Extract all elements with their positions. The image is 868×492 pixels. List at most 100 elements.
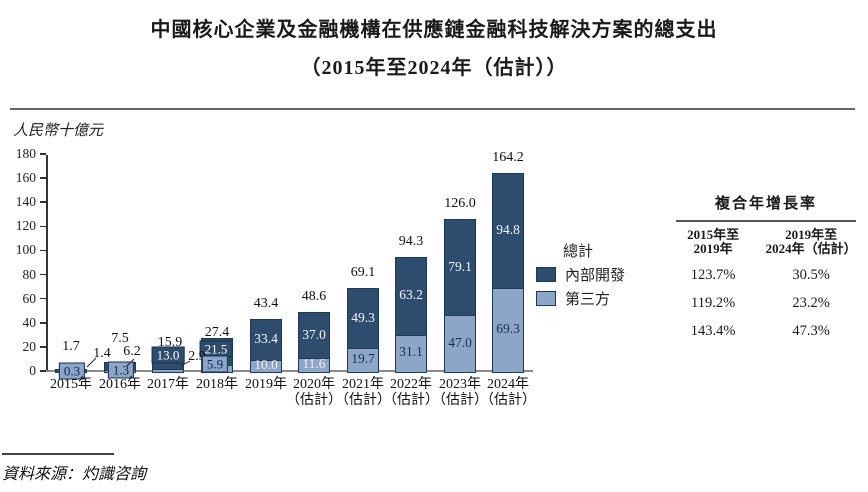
bar-segment-third-party — [395, 333, 427, 373]
x-axis-year: 2017年 — [147, 377, 189, 392]
cagr-table-body: 123.7% 30.5% 119.2% 23.2% 143.4% 47.3% — [668, 267, 864, 340]
bar-segment-internal — [250, 318, 282, 361]
internal-value-label: 37.0 — [302, 326, 326, 342]
source-rule — [2, 453, 114, 455]
source-note: 資料來源：灼識咨詢 — [2, 466, 147, 483]
internal-value-label: 63.2 — [399, 287, 423, 303]
x-axis-category-label: 2020年 （估計） — [272, 377, 356, 409]
x-axis-category-label: 2018年 — [175, 377, 259, 393]
chart-subtitle: （2015年至2024年（估計）） — [300, 57, 568, 79]
cagr-header-col2: 2019年至 2024年（估計） — [758, 228, 864, 256]
cagr-table: 複合年增長率 2015年至 2019年 2019年至 2024年（估計） 123… — [668, 192, 864, 340]
x-axis-year: 2021年 — [342, 377, 384, 392]
bar-segment-third-party — [444, 314, 476, 373]
third-party-value-label-box: 0.3 — [58, 362, 86, 380]
x-axis-category-label: 2022年 （估計） — [369, 377, 453, 409]
y-tick-mark — [40, 201, 46, 203]
cagr-table-title: 複合年增長率 — [714, 196, 817, 212]
legend-label-total: 總計 — [563, 243, 594, 260]
x-axis-year: 2020年 — [293, 377, 335, 392]
bar-segment-third-party — [492, 287, 524, 373]
x-axis-estimate-note: （估計） — [383, 393, 439, 408]
chart-title: 中國核心企業及金融機構在供應鏈金融科技解決方案的總支出 — [150, 19, 718, 41]
y-tick-label: 120 — [15, 218, 36, 234]
y-tick-label: 80 — [22, 266, 37, 282]
total-value-label: 7.5 — [111, 331, 129, 346]
y-tick-mark — [40, 273, 46, 276]
cagr-table-row: 143.4% 47.3% — [668, 323, 864, 340]
third-party-value-label: 69.3 — [496, 321, 520, 337]
y-tick-mark — [40, 297, 46, 300]
internal-value-label: 1.4 — [93, 346, 111, 361]
x-axis-year: 2022年 — [390, 377, 432, 392]
cagr-value-2015-2019: 143.4% — [690, 323, 736, 339]
third-party-value-label: 10.0 — [254, 356, 278, 372]
cagr-value-2019-2024: 47.3% — [792, 323, 830, 339]
legend: 總計 內部開發 第三方 — [536, 238, 625, 310]
bar-segment-internal — [395, 257, 427, 336]
legend-swatch-third-party — [536, 290, 556, 306]
cagr-header-col1-line2: 2019年 — [693, 241, 733, 256]
x-axis-year: 2019年 — [245, 377, 287, 392]
total-value-label: 43.4 — [253, 295, 279, 311]
cagr-table-rule — [676, 220, 856, 222]
total-value-label: 94.3 — [398, 234, 424, 250]
x-axis-category-label: 2023年 （估計） — [418, 377, 502, 409]
x-axis-category-label: 2017年 — [126, 377, 210, 393]
third-party-value-label: 31.1 — [399, 344, 423, 360]
cagr-value-2019-2024: 30.5% — [792, 267, 830, 283]
cagr-header-col2-line1: 2019年至 — [785, 227, 838, 242]
bar-segment-internal — [492, 173, 524, 290]
x-axis-year: 2024年 — [487, 377, 529, 392]
y-tick-label: 20 — [22, 338, 37, 354]
y-tick-label: 140 — [15, 194, 36, 210]
y-tick-label: 0 — [29, 363, 36, 378]
x-axis-estimate-note: （估計） — [335, 393, 391, 408]
x-axis-category-label: 2019年 — [224, 377, 308, 393]
bar-segment-internal — [298, 312, 330, 359]
legend-row-total: 總計 — [536, 238, 625, 262]
third-party-value-label: 2.9 — [188, 349, 206, 364]
y-axis-line — [46, 155, 48, 372]
cagr-table-row: 123.7% 30.5% — [668, 267, 864, 284]
x-axis-category-label: 2015年 — [29, 377, 113, 393]
x-axis-estimate-note: （估計） — [480, 393, 536, 408]
total-value-label: 15.9 — [157, 335, 183, 350]
total-value-label: 48.6 — [301, 289, 327, 305]
cagr-table-header: 2015年至 2019年 2019年至 2024年（估計） — [668, 228, 864, 256]
legend-swatch-internal — [536, 266, 556, 282]
legend-label-internal: 內部開發 — [565, 267, 626, 284]
internal-value-label: 33.4 — [254, 330, 278, 346]
internal-value-label-box: 21.5 — [199, 340, 233, 358]
total-value-label: 69.1 — [350, 264, 376, 280]
internal-value-label: 94.8 — [496, 222, 520, 238]
y-axis-unit-label: 人民幣十億元 — [13, 123, 104, 139]
cagr-header-col1-line1: 2015年至 — [687, 227, 740, 242]
x-axis-year: 2023年 — [439, 377, 481, 392]
x-axis-year: 2018年 — [196, 377, 238, 392]
internal-value-label: 6.2 — [123, 344, 141, 359]
legend-label-third-party: 第三方 — [565, 291, 611, 308]
cagr-header-col1: 2015年至 2019年 — [668, 228, 758, 256]
x-axis-estimate-note: （估計） — [432, 393, 488, 408]
third-party-value-label: 19.7 — [351, 351, 375, 367]
y-tick-mark — [40, 322, 46, 324]
internal-value-label-box: 13.0 — [151, 346, 185, 364]
total-value-label: 27.4 — [204, 325, 230, 340]
cagr-table-row: 119.2% 23.2% — [668, 295, 864, 312]
y-tick-label: 160 — [15, 170, 36, 186]
third-party-value-label: 11.6 — [302, 356, 326, 371]
legend-row-third-party: 第三方 — [536, 286, 625, 310]
third-party-value-label-box: 5.9 — [201, 355, 229, 373]
x-axis-estimate-note: （估計） — [286, 393, 342, 408]
y-tick-label: 100 — [15, 242, 36, 258]
x-axis-category-label: 2024年 （估計） — [466, 377, 550, 409]
x-axis-category-label: 2021年 （估計） — [321, 377, 405, 409]
x-axis-category-label: 2016年 — [78, 377, 162, 393]
cagr-value-2015-2019: 123.7% — [690, 267, 736, 283]
y-tick-label: 180 — [15, 146, 36, 161]
bar-segment-internal — [347, 287, 379, 350]
third-party-value-label: 47.0 — [448, 334, 472, 350]
y-tick-mark — [40, 370, 46, 372]
